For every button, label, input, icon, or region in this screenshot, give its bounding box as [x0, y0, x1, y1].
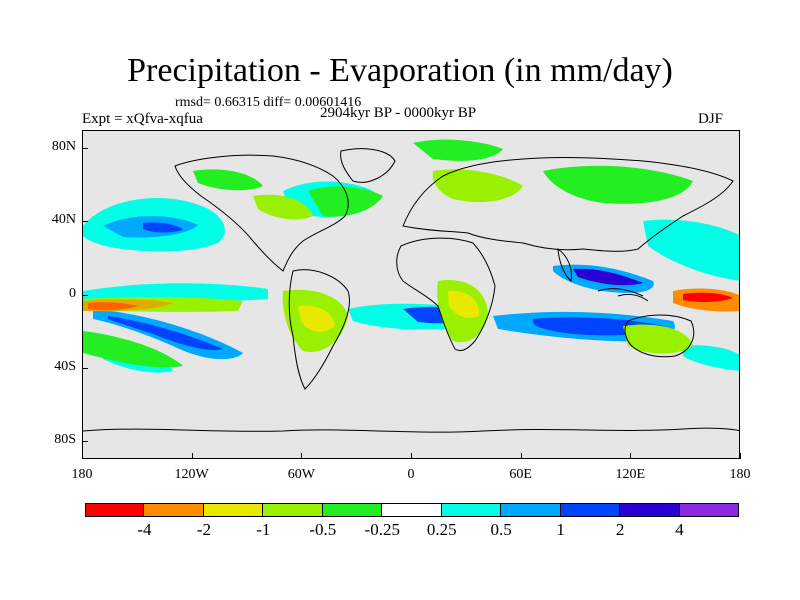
colorbar-swatch	[560, 503, 621, 517]
coast-eurasia	[402, 157, 734, 252]
x-tick-mark	[411, 453, 412, 459]
africa-yellow	[448, 290, 480, 318]
x-tick-label: 180	[729, 467, 751, 482]
coast-africa	[396, 237, 496, 352]
y-tick-label: 40S	[54, 358, 76, 374]
x-tick-label: 0	[407, 467, 415, 482]
coast-maritime-continent	[597, 288, 649, 302]
map-title: Precipitation - Evaporation (in mm/day)	[127, 52, 673, 89]
coast-north-america	[174, 154, 349, 272]
arctic-negative	[413, 139, 503, 161]
pacific-orange	[83, 299, 173, 311]
y-tick-mark	[82, 221, 88, 223]
south-pacific-green	[83, 331, 183, 368]
north-atlantic-negative	[308, 186, 383, 217]
map-panel	[82, 130, 740, 459]
colorbar-label: -4	[137, 520, 152, 539]
colorbar-swatch	[203, 503, 264, 517]
colorbar-swatch	[263, 503, 323, 517]
colorbar-label: -0.25	[364, 520, 400, 539]
maritime-continent-core	[573, 268, 643, 286]
x-tick-mark	[520, 453, 522, 459]
colorbar-swatch	[322, 503, 383, 517]
southern-ocean-patch-2	[683, 345, 739, 371]
north-pacific-core-deep	[143, 222, 183, 233]
colorbar-swatch	[441, 503, 502, 517]
south-america-yellow	[298, 305, 335, 333]
x-tick-mark	[630, 453, 632, 459]
australia-negative	[623, 324, 693, 354]
stats-text: rmsd= 0.66315 diff= 0.00601416	[175, 95, 362, 110]
y-tick-mark	[82, 148, 88, 150]
x-tick-label: 180	[71, 467, 93, 482]
north-pacific-green	[193, 169, 263, 191]
y-tick-mark	[82, 367, 88, 369]
x-tick-label: 120W	[174, 467, 209, 482]
negative-anomalies	[83, 139, 739, 368]
asia-negative	[543, 165, 693, 204]
x-tick-label: 60W	[287, 467, 315, 482]
x-tick-mark	[82, 453, 83, 459]
south-pacific-core	[108, 316, 223, 350]
colorbar-label: 0.5	[490, 520, 512, 539]
season-label: DJF	[698, 111, 724, 127]
x-tick-label: 60E	[509, 467, 532, 482]
north-america-green	[253, 194, 313, 220]
coast-greenland	[340, 148, 396, 183]
y-tick-label: 0	[69, 285, 76, 301]
y-tick-mark	[82, 440, 88, 442]
colorbar-label: -1	[256, 520, 271, 539]
colorbar-swatch	[85, 503, 145, 517]
west-pacific-positive	[643, 219, 739, 281]
colorbar-swatch	[501, 503, 561, 517]
colorbar-label: -0.5	[309, 520, 337, 539]
coast-indian-subcontinent	[557, 247, 572, 282]
y-tick-label: 80N	[51, 139, 76, 155]
period-label: 2904kyr BP - 0000kyr BP	[320, 105, 477, 121]
europe-negative	[432, 169, 523, 203]
coast-antarctica	[83, 427, 739, 433]
colorbar-label: 1	[556, 520, 565, 539]
colorbar-swatch	[620, 503, 680, 517]
colorbar-label: 2	[615, 520, 625, 539]
colorbar-swatch	[679, 503, 739, 517]
coast-south-america	[288, 269, 350, 390]
colorbar-swatch	[144, 503, 204, 517]
west-pacific-red-core	[683, 292, 733, 303]
colorbar-label: 0.25	[426, 520, 457, 539]
x-tick-label: 120E	[615, 467, 646, 482]
y-tick-mark	[82, 294, 88, 296]
colorbar	[85, 503, 739, 517]
colorbar-label: -2	[196, 520, 211, 539]
x-tick-mark	[191, 453, 193, 459]
x-tick-mark	[740, 453, 741, 459]
x-tick-mark	[301, 453, 303, 459]
coastlines	[83, 148, 739, 433]
anomaly-field	[83, 139, 739, 433]
coast-australia	[624, 314, 695, 358]
colorbar-swatch	[382, 503, 442, 517]
y-tick-label: 40N	[51, 212, 76, 228]
experiment-label: Expt = xQfva-xqfua	[82, 111, 203, 127]
colorbar-label: 4	[675, 520, 684, 539]
y-tick-label: 80S	[54, 431, 76, 447]
